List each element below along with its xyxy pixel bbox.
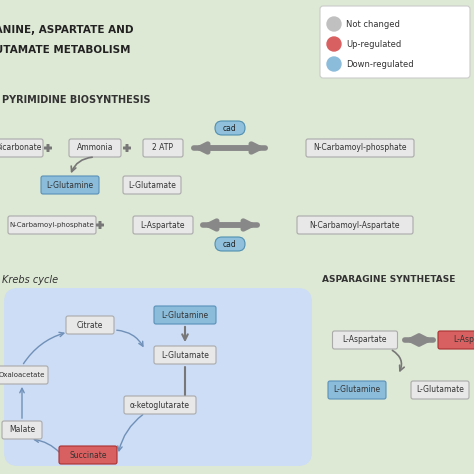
FancyBboxPatch shape (123, 176, 181, 194)
FancyBboxPatch shape (154, 346, 216, 364)
Text: ALANINE, ASPARTATE AND: ALANINE, ASPARTATE AND (0, 25, 134, 35)
FancyBboxPatch shape (0, 272, 474, 474)
Circle shape (327, 57, 341, 71)
Text: GLUTAMATE METABOLISM: GLUTAMATE METABOLISM (0, 45, 130, 55)
Text: Up-regulated: Up-regulated (346, 39, 401, 48)
Text: L-Aspar: L-Aspar (454, 336, 474, 345)
Text: Krebs cycle: Krebs cycle (2, 275, 58, 285)
FancyBboxPatch shape (328, 381, 386, 399)
Circle shape (327, 37, 341, 51)
FancyBboxPatch shape (126, 144, 128, 152)
FancyBboxPatch shape (306, 139, 414, 157)
FancyBboxPatch shape (411, 381, 469, 399)
Text: L-Aspartate: L-Aspartate (141, 220, 185, 229)
Text: N-Carbamoyl-Aspartate: N-Carbamoyl-Aspartate (310, 220, 400, 229)
FancyBboxPatch shape (99, 221, 101, 229)
FancyBboxPatch shape (0, 139, 43, 157)
Text: L-Glutamate: L-Glutamate (161, 350, 209, 359)
FancyBboxPatch shape (332, 331, 398, 349)
FancyBboxPatch shape (123, 146, 131, 149)
FancyBboxPatch shape (96, 224, 104, 227)
FancyBboxPatch shape (0, 366, 48, 384)
Text: 2 ATP: 2 ATP (153, 144, 173, 153)
FancyBboxPatch shape (438, 331, 474, 349)
FancyBboxPatch shape (124, 396, 196, 414)
FancyBboxPatch shape (0, 104, 474, 272)
FancyBboxPatch shape (215, 237, 245, 251)
FancyBboxPatch shape (8, 216, 96, 234)
FancyBboxPatch shape (4, 288, 312, 466)
FancyBboxPatch shape (46, 144, 49, 152)
FancyBboxPatch shape (133, 216, 193, 234)
Text: L-Glutamate: L-Glutamate (416, 385, 464, 394)
Text: Succinate: Succinate (69, 450, 107, 459)
FancyBboxPatch shape (318, 272, 474, 474)
Text: Down-regulated: Down-regulated (346, 60, 414, 69)
Text: Bicarbonate: Bicarbonate (0, 144, 41, 153)
Text: L-Glutamine: L-Glutamine (46, 181, 93, 190)
Text: cad: cad (223, 239, 237, 248)
FancyBboxPatch shape (143, 139, 183, 157)
Text: α-ketoglutarate: α-ketoglutarate (130, 401, 190, 410)
Text: Oxaloacetate: Oxaloacetate (0, 372, 45, 378)
Text: PYRIMIDINE BIOSYNTHESIS: PYRIMIDINE BIOSYNTHESIS (2, 95, 151, 105)
Text: N-Carbamoyl-phosphate: N-Carbamoyl-phosphate (9, 222, 94, 228)
Text: L-Glutamine: L-Glutamine (333, 385, 381, 394)
Text: L-Glutamine: L-Glutamine (162, 310, 209, 319)
FancyBboxPatch shape (0, 90, 474, 104)
Text: Not changed: Not changed (346, 19, 400, 28)
FancyBboxPatch shape (320, 6, 470, 78)
FancyBboxPatch shape (154, 306, 216, 324)
FancyBboxPatch shape (215, 121, 245, 135)
FancyBboxPatch shape (59, 446, 117, 464)
Text: L-Glutamate: L-Glutamate (128, 181, 176, 190)
Text: ASPARAGINE SYNTHETASE: ASPARAGINE SYNTHETASE (322, 275, 456, 284)
Text: L-Aspartate: L-Aspartate (343, 336, 387, 345)
Text: N-Carbamoyl-phosphate: N-Carbamoyl-phosphate (313, 144, 407, 153)
FancyBboxPatch shape (44, 146, 52, 149)
FancyBboxPatch shape (69, 139, 121, 157)
Text: Ammonia: Ammonia (77, 144, 113, 153)
FancyBboxPatch shape (297, 216, 413, 234)
Text: Citrate: Citrate (77, 320, 103, 329)
FancyBboxPatch shape (66, 316, 114, 334)
Text: cad: cad (223, 124, 237, 133)
Text: Malate: Malate (9, 426, 35, 435)
FancyBboxPatch shape (2, 421, 42, 439)
FancyBboxPatch shape (41, 176, 99, 194)
FancyBboxPatch shape (0, 0, 158, 90)
Circle shape (327, 17, 341, 31)
